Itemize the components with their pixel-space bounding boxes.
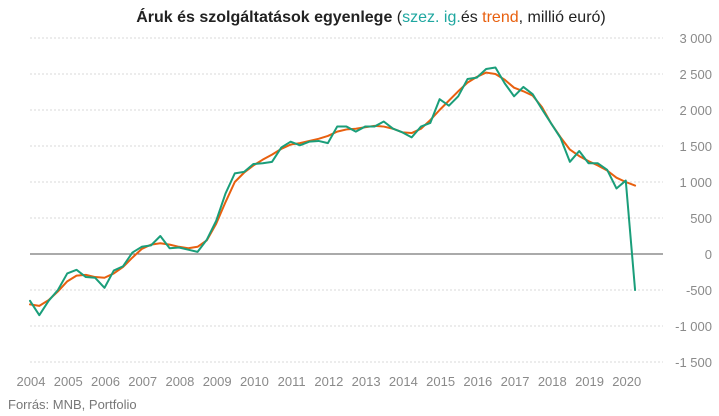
x-tick-label: 2008 [165,374,194,389]
x-tick-label: 2007 [128,374,157,389]
x-tick-label: 2013 [352,374,381,389]
y-tick-label: -1 500 [675,355,712,370]
y-tick-label: 1 000 [679,175,712,190]
chart-title: Áruk és szolgáltatások egyenlege (szez. … [136,7,606,26]
x-tick-label: 2018 [538,374,567,389]
x-tick-label: 2011 [278,374,306,389]
title-sa-label: szez. ig. [402,9,461,26]
x-tick-label: 2004 [17,374,46,389]
y-tick-label: -1 000 [675,319,712,334]
y-axis-ticks: -1 500 -1 000 -500 0 500 1 000 1 500 2 000 2 500… [675,31,712,370]
x-tick-label: 2009 [203,374,232,389]
title-main: Áruk és szolgáltatások egyenlege [136,7,392,26]
grid-layer [30,37,663,363]
y-tick-label: -500 [686,283,712,298]
x-axis-ticks: 2004 2005 2006 2007 2008 2009 2010 2011 2012 2013… [17,374,642,389]
x-tick-label: 2010 [240,374,269,389]
x-tick-label: 2019 [575,374,604,389]
x-tick-label: 2014 [389,374,418,389]
source-note: Forrás: MNB, Portfolio [8,397,137,412]
y-tick-label: 500 [690,211,712,226]
series-layer [29,66,637,317]
x-tick-label: 2020 [612,374,641,389]
y-tick-label: 0 [705,247,712,262]
x-tick-label: 2017 [501,374,530,389]
x-tick-label: 2015 [426,374,455,389]
title-unit: , millió euró) [519,9,606,26]
title-trend-label: trend [482,9,518,26]
series-line-sa [29,66,637,317]
series-line-trend [29,71,637,307]
x-tick-label: 2006 [91,374,120,389]
x-tick-label: 2016 [463,374,492,389]
title-open-paren: ( [392,9,402,26]
x-tick-label: 2005 [54,374,83,389]
y-tick-label: 2 500 [679,67,712,82]
y-tick-label: 1 500 [679,139,712,154]
y-tick-label: 3 000 [679,31,712,46]
y-tick-label: 2 000 [679,103,712,118]
title-and-word: és [461,9,482,26]
x-tick-label: 2012 [314,374,343,389]
